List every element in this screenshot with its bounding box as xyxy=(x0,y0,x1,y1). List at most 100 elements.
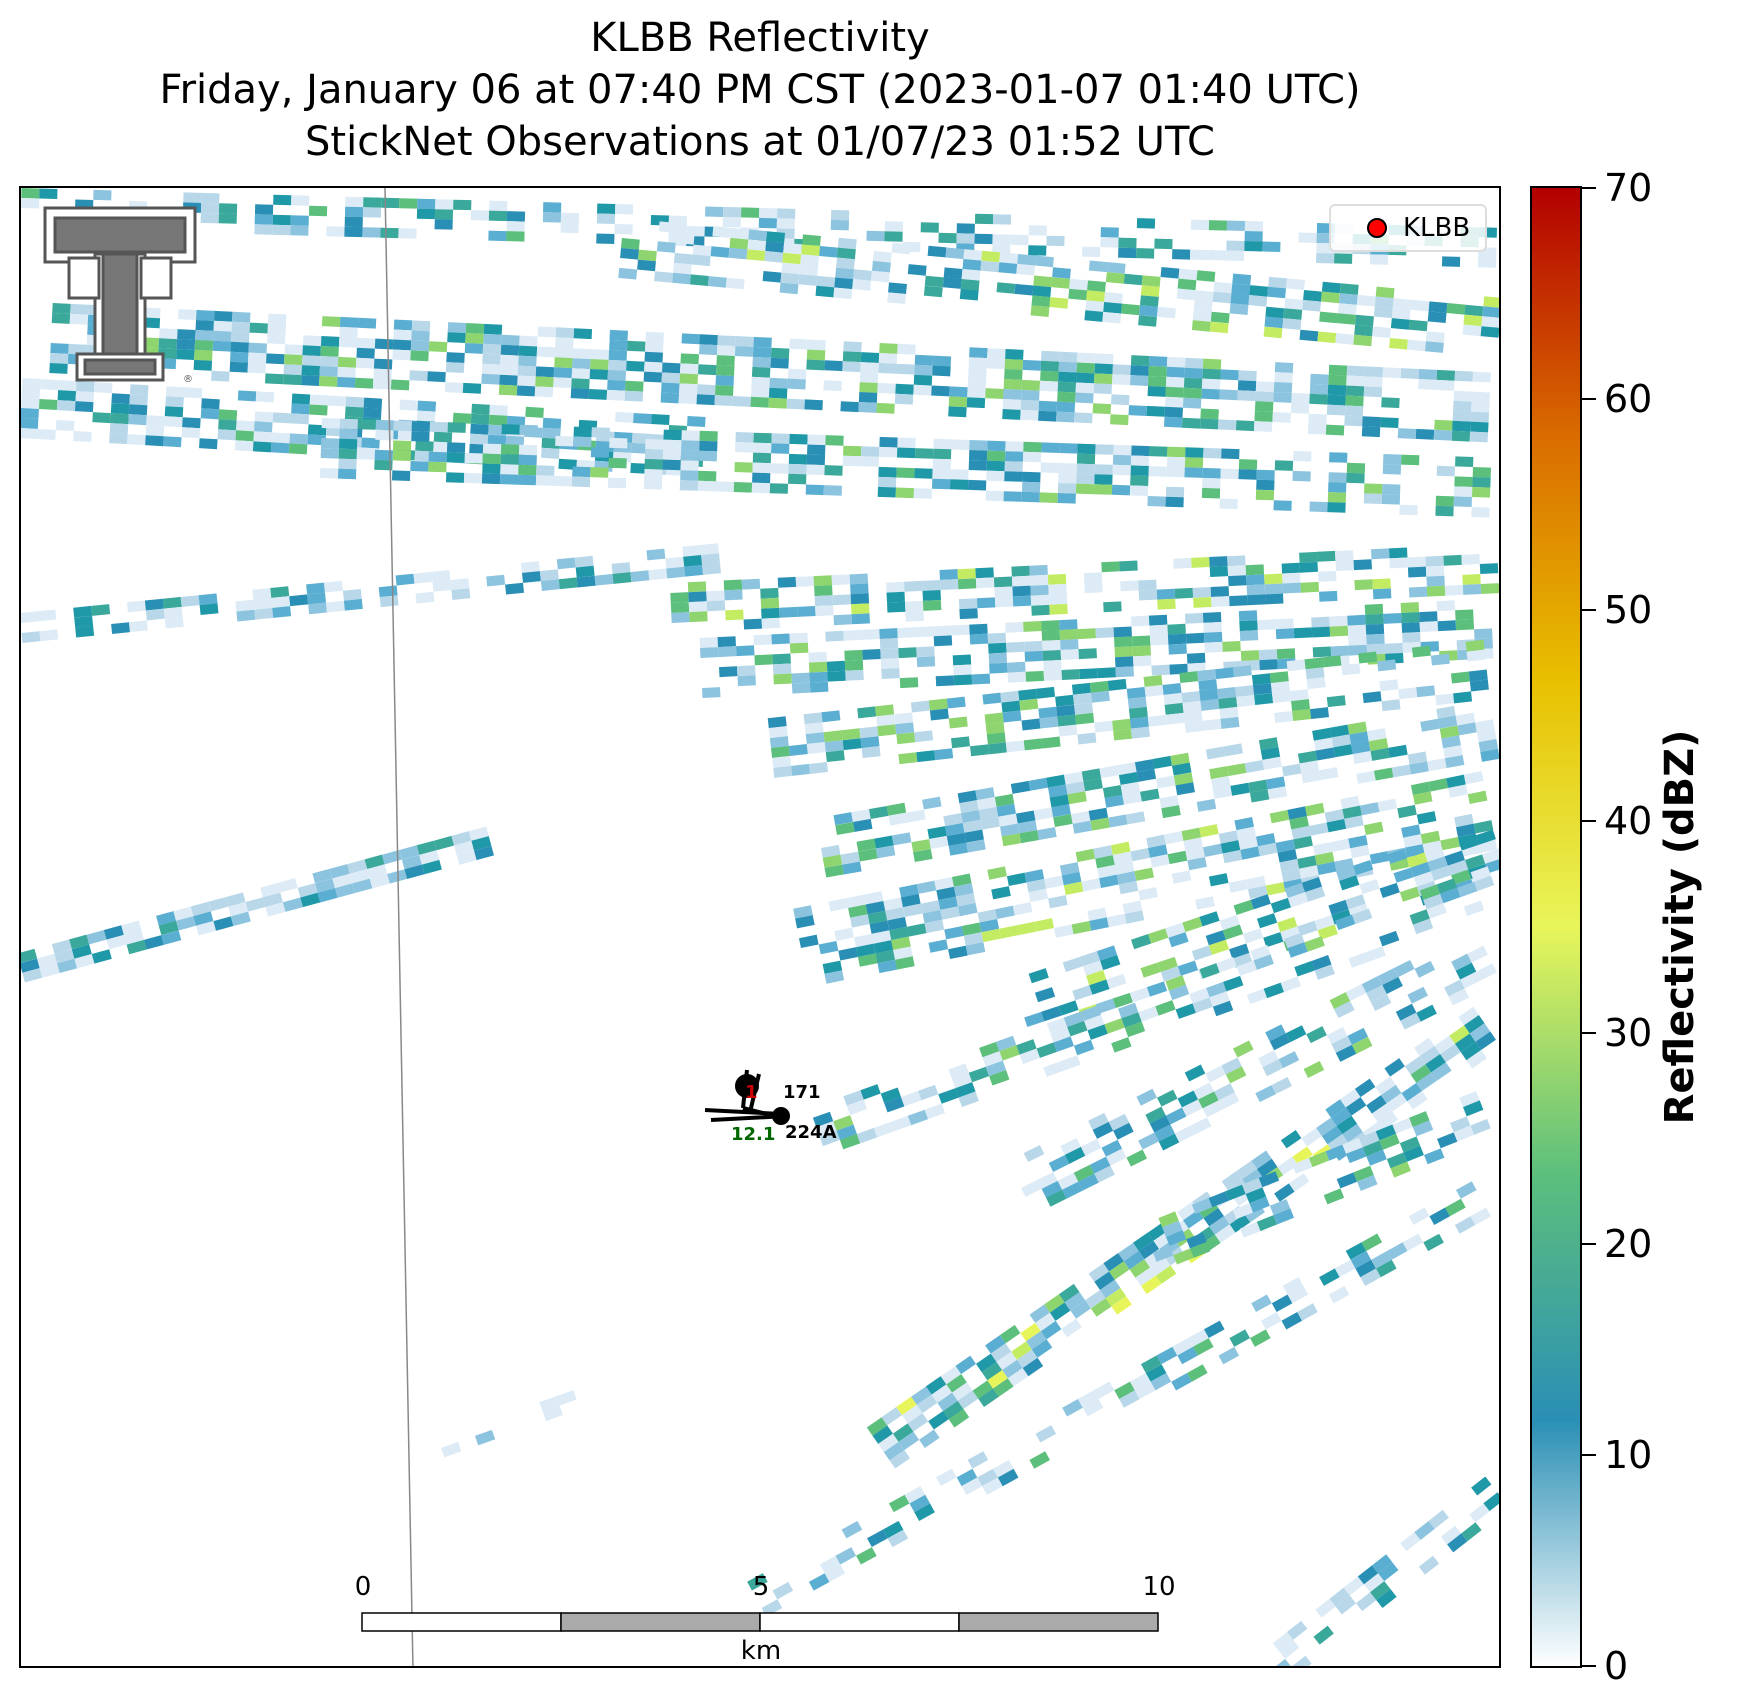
reflectivity-bin xyxy=(1273,1208,1295,1225)
reflectivity-bin xyxy=(1017,820,1038,834)
reflectivity-bin xyxy=(1450,1116,1471,1133)
reflectivity-bin xyxy=(1062,1399,1083,1417)
reflectivity-bin xyxy=(255,391,275,403)
reflectivity-bin xyxy=(814,595,834,607)
reflectivity-bin xyxy=(535,366,555,378)
reflectivity-bin xyxy=(265,373,284,385)
reflectivity-bin xyxy=(1000,690,1020,703)
reflectivity-bin xyxy=(1181,1099,1203,1117)
reflectivity-bin xyxy=(362,207,382,218)
reflectivity-bin xyxy=(1347,721,1368,735)
reflectivity-bin xyxy=(309,404,328,416)
reflectivity-bin xyxy=(940,906,960,920)
reflectivity-bin xyxy=(1040,370,1059,382)
reflectivity-bin xyxy=(195,921,216,936)
reflectivity-bin xyxy=(1185,447,1204,458)
radar-map[interactable]: ® 1 171 12.1 224A 0 5 10 km KLBB xyxy=(19,186,1501,1668)
reflectivity-bin xyxy=(1342,1137,1363,1154)
reflectivity-bin xyxy=(620,238,640,250)
reflectivity-bin xyxy=(499,374,518,386)
colorbar-tick-label: 70 xyxy=(1604,166,1653,210)
reflectivity-bin xyxy=(1191,557,1210,568)
reflectivity-bin xyxy=(879,446,898,458)
reflectivity-bin xyxy=(290,225,309,236)
reflectivity-bin xyxy=(1118,247,1137,259)
reflectivity-bin xyxy=(935,675,955,687)
reflectivity-bin xyxy=(1204,641,1223,653)
reflectivity-bin xyxy=(1184,457,1204,468)
reflectivity-bin xyxy=(1309,383,1329,395)
reflectivity-bin xyxy=(1381,699,1401,712)
reflectivity-bin xyxy=(975,787,995,801)
reflectivity-bin xyxy=(1047,573,1067,585)
reflectivity-bin xyxy=(1036,1042,1057,1058)
reflectivity-bin xyxy=(963,932,984,946)
reflectivity-bin xyxy=(1453,691,1473,704)
reflectivity-bin xyxy=(1190,1117,1212,1135)
reflectivity-bin xyxy=(993,1378,1014,1397)
reflectivity-bin xyxy=(1263,932,1284,948)
reflectivity-bin xyxy=(833,812,853,826)
reflectivity-bin xyxy=(444,382,464,393)
reflectivity-bin xyxy=(387,869,408,884)
reflectivity-bin xyxy=(352,878,373,894)
reflectivity-bin xyxy=(876,714,896,727)
reflectivity-bin xyxy=(1260,1312,1282,1330)
reflectivity-bin xyxy=(851,603,870,615)
reflectivity-bin xyxy=(1219,915,1240,931)
reflectivity-bin xyxy=(843,341,862,353)
reflectivity-bin xyxy=(927,826,947,840)
reflectivity-bin xyxy=(1130,365,1149,376)
reflectivity-bin xyxy=(1114,646,1133,658)
reflectivity-bin xyxy=(596,233,615,244)
reflectivity-bin xyxy=(1364,376,1383,388)
reflectivity-bin xyxy=(696,394,715,406)
reflectivity-bin xyxy=(633,413,652,425)
reflectivity-bin xyxy=(1004,461,1023,472)
reflectivity-bin xyxy=(1182,397,1202,409)
reflectivity-bin xyxy=(999,1045,1020,1061)
reflectivity-bin xyxy=(1371,1251,1392,1269)
reflectivity-bin xyxy=(1287,942,1308,958)
reflectivity-bin xyxy=(109,433,128,445)
reflectivity-bin xyxy=(272,606,292,618)
reflectivity-bin xyxy=(1437,620,1457,632)
reflectivity-bin xyxy=(1251,1294,1272,1312)
reflectivity-bin xyxy=(799,264,819,276)
reflectivity-bin xyxy=(534,386,554,398)
reflectivity-bin xyxy=(1401,1082,1422,1102)
reflectivity-bin xyxy=(1448,784,1468,798)
reflectivity-bin xyxy=(1279,858,1300,873)
reflectivity-bin xyxy=(1148,356,1168,367)
colorbar-tick-label: 40 xyxy=(1604,799,1653,844)
reflectivity-bin xyxy=(681,333,700,345)
reflectivity-bin xyxy=(1077,443,1096,455)
reflectivity-bin xyxy=(1399,886,1421,902)
reflectivity-bin xyxy=(411,431,430,442)
reflectivity-bin xyxy=(290,413,310,425)
reflectivity-bin xyxy=(698,450,718,462)
reflectivity-bin xyxy=(788,473,807,485)
reflectivity-bin xyxy=(1367,728,1387,742)
reflectivity-bin xyxy=(291,195,310,206)
reflectivity-bin xyxy=(1485,858,1499,874)
reflectivity-bin xyxy=(1156,1346,1178,1365)
reflectivity-bin xyxy=(1049,297,1069,309)
reflectivity-bin xyxy=(699,334,718,346)
reflectivity-bin xyxy=(1232,1203,1254,1220)
reflectivity-bin xyxy=(156,911,177,926)
reflectivity-bin xyxy=(873,940,894,954)
reflectivity-bin xyxy=(702,563,722,575)
reflectivity-bin xyxy=(1096,945,1118,961)
reflectivity-bin xyxy=(706,600,726,612)
reflectivity-bin xyxy=(887,1529,909,1548)
reflectivity-bin xyxy=(1176,288,1196,301)
reflectivity-bin xyxy=(1138,589,1158,601)
reflectivity-bin xyxy=(1425,565,1445,577)
reflectivity-bin xyxy=(752,346,772,358)
reflectivity-bin xyxy=(978,1388,999,1408)
reflectivity-bin xyxy=(853,269,872,281)
reflectivity-bin xyxy=(951,624,970,636)
reflectivity-bin xyxy=(1249,1196,1270,1213)
reflectivity-bin xyxy=(260,882,281,898)
